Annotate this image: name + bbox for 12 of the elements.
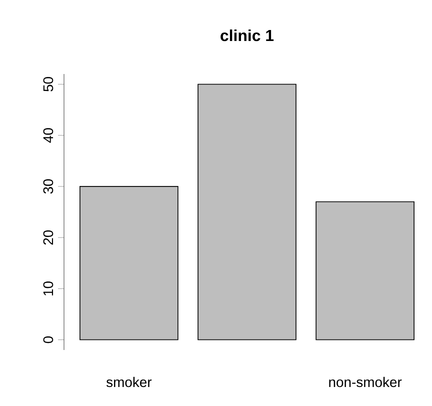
y-tick-label: 20 <box>43 230 54 245</box>
bar <box>80 186 178 340</box>
y-tick-label: 50 <box>43 77 54 92</box>
bar <box>198 84 296 340</box>
y-tick-label: 10 <box>43 281 54 296</box>
y-tick-label: 0 <box>43 336 54 344</box>
x-tick-label: non-smoker <box>329 376 402 388</box>
bar <box>316 201 414 340</box>
y-tick-label: 40 <box>43 128 54 143</box>
chart-title: clinic 1 <box>220 29 274 42</box>
x-tick-label: smoker <box>106 376 152 388</box>
y-tick-label: 30 <box>43 179 54 194</box>
